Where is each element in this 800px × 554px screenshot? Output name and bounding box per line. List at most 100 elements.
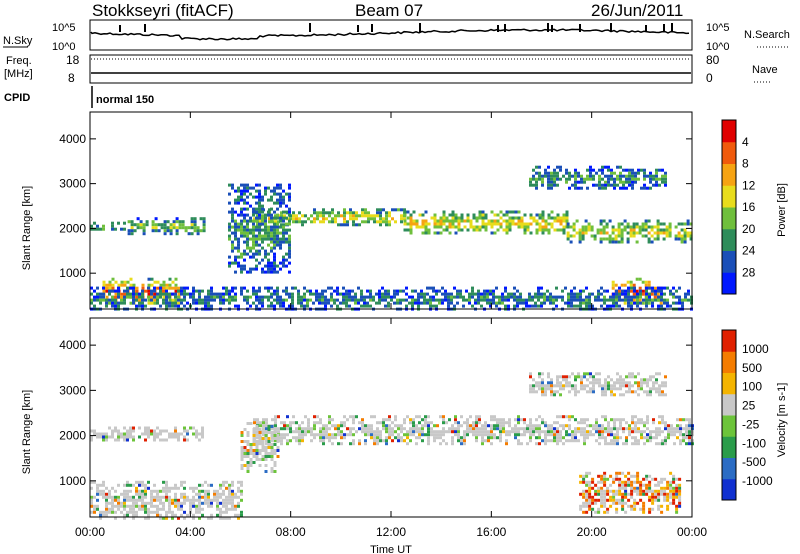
heatmap-cell (108, 507, 111, 511)
heatmap-cell (475, 439, 478, 443)
heatmap-cell (475, 436, 478, 440)
heatmap-cell (175, 232, 179, 236)
heatmap-cell (523, 225, 527, 229)
heatmap-cell (276, 228, 279, 232)
heatmap-cell (231, 225, 234, 229)
heatmap-cell (624, 510, 628, 514)
heatmap-cell (120, 283, 124, 287)
heatmap-cell (216, 507, 219, 511)
heatmap-cell (540, 301, 543, 305)
heatmap-cell (648, 298, 651, 302)
freq-tick-high: 18 (66, 53, 80, 67)
heatmap-cell (102, 224, 105, 228)
heatmap-cell (679, 442, 682, 446)
heatmap-cell (300, 298, 303, 302)
heatmap-cell (663, 495, 667, 499)
heatmap-cell (382, 418, 385, 422)
heatmap-cell (261, 204, 264, 208)
heatmap-cell (240, 234, 243, 238)
freq-unit: [MHz] (4, 68, 33, 80)
heatmap-cell (216, 295, 219, 299)
heatmap-cell (466, 430, 469, 434)
heatmap-cell (267, 286, 270, 290)
heatmap-cell (550, 186, 553, 190)
heatmap-cell (201, 301, 204, 305)
heatmap-cell (459, 292, 462, 296)
heatmap-cell (267, 186, 270, 190)
heatmap-cell (669, 292, 672, 296)
heatmap-cell (144, 507, 147, 511)
heatmap-cell (426, 301, 429, 305)
heatmap-cell (642, 507, 646, 511)
heatmap-cell (364, 211, 367, 215)
heatmap-cell (613, 424, 616, 428)
heatmap-cell (249, 267, 252, 271)
heatmap-cell (253, 418, 256, 422)
heatmap-cell (273, 255, 276, 259)
heatmap-cell (601, 415, 604, 419)
heatmap-cell (451, 213, 455, 217)
heatmap-cell (544, 387, 547, 391)
heatmap-cell (234, 258, 237, 262)
cpid-label: CPID (4, 92, 30, 104)
heatmap-cell (439, 225, 443, 229)
heatmap-cell (538, 174, 541, 178)
heatmap-cell (613, 177, 616, 181)
heatmap-cell (249, 231, 252, 235)
heatmap-cell (120, 280, 124, 284)
heatmap-cell (90, 504, 93, 508)
colorbar-swatch (722, 457, 736, 480)
heatmap-cell (447, 304, 450, 308)
heatmap-cell (484, 439, 487, 443)
heatmap-cell (608, 219, 612, 223)
heatmap-cell (555, 298, 558, 302)
heatmap-cell (594, 510, 598, 514)
heatmap-cell (382, 421, 385, 425)
heatmap-cell (469, 219, 473, 223)
heatmap-cell (319, 418, 322, 422)
heatmap-cell (543, 295, 546, 299)
heatmap-cell (231, 213, 234, 217)
heatmap-cell (606, 289, 609, 293)
heatmap-cell (597, 510, 601, 514)
heatmap-cell (198, 492, 201, 496)
heatmap-cell (391, 433, 394, 437)
heatmap-cell (612, 292, 615, 296)
heatmap-cell (594, 492, 598, 496)
heatmap-cell (643, 424, 646, 428)
heatmap-cell (400, 430, 403, 434)
heatmap-cell (379, 211, 382, 215)
heatmap-cell (613, 418, 616, 422)
x-tick-label: 00:00 (677, 525, 707, 539)
heatmap-cell (343, 415, 346, 419)
heatmap-cell (159, 295, 162, 299)
heatmap-cell (286, 415, 289, 419)
colorbar-swatch (722, 415, 736, 437)
heatmap-cell (141, 489, 144, 493)
heatmap-cell (364, 220, 367, 224)
heatmap-cell (102, 513, 105, 517)
heatmap-cell (635, 240, 639, 244)
heatmap-cell (267, 452, 271, 455)
heatmap-cell (307, 217, 310, 221)
heatmap-cell (481, 430, 484, 434)
heatmap-cell (660, 477, 664, 481)
heatmap-cell (144, 429, 147, 433)
heatmap-cell (445, 219, 449, 223)
heatmap-cell (126, 292, 129, 296)
heatmap-cell (273, 243, 276, 247)
heatmap-cell (550, 390, 553, 394)
heatmap-cell (198, 489, 201, 493)
heatmap-cell (579, 301, 582, 305)
heatmap-cell (298, 433, 301, 437)
heatmap-cell (267, 446, 271, 449)
heatmap-cell (585, 480, 589, 484)
heatmap-cell (228, 501, 231, 505)
heatmap-cell (202, 223, 206, 227)
heatmap-cell (634, 177, 637, 181)
heatmap-cell (638, 298, 642, 302)
heatmap-cell (318, 292, 321, 296)
heatmap-cell (153, 286, 156, 290)
heatmap-cell (285, 286, 288, 290)
heatmap-cell (367, 430, 370, 434)
